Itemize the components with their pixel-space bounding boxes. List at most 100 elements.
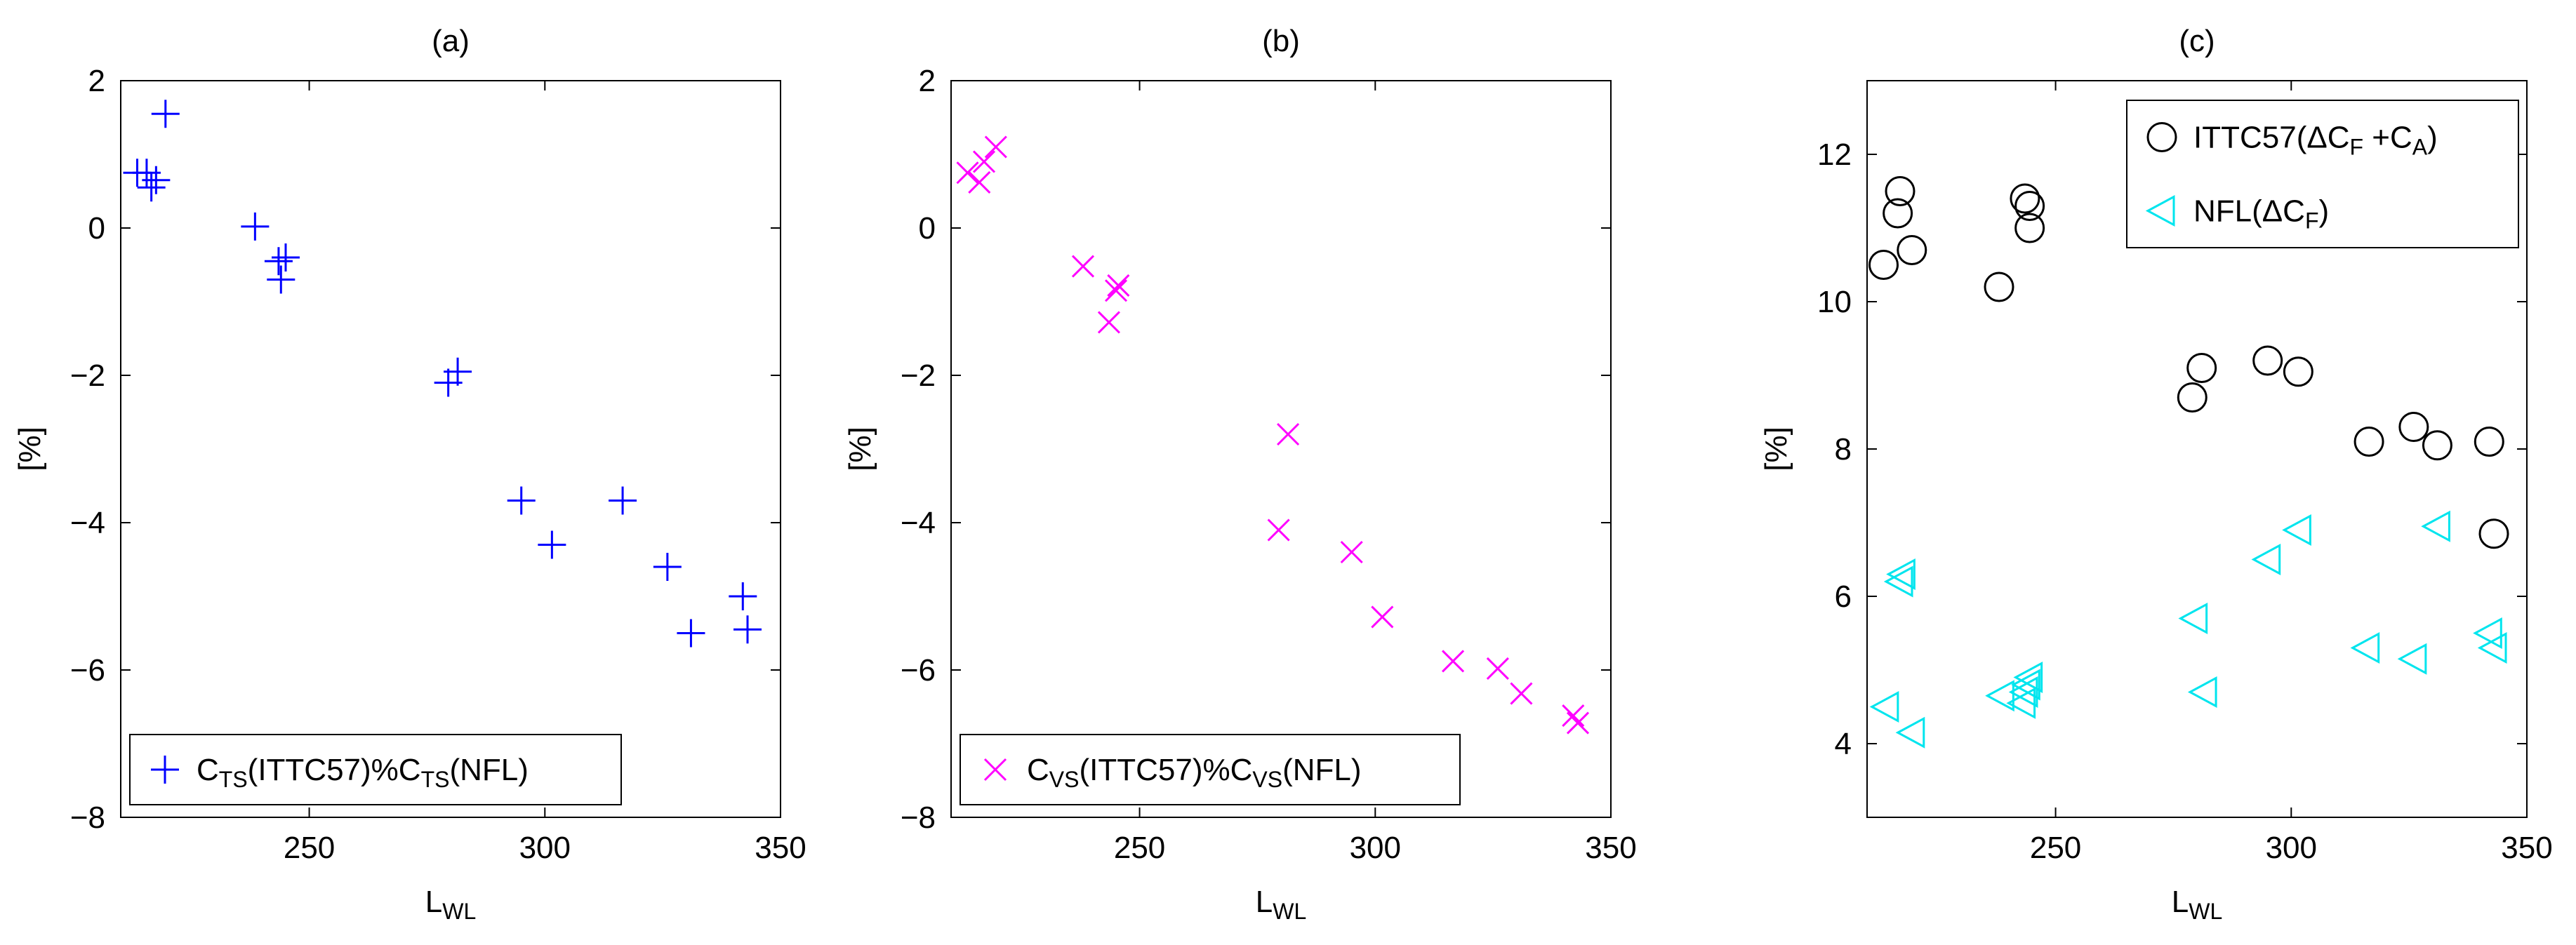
y-tick-label: −8 [901, 800, 936, 835]
data-point [142, 166, 171, 194]
y-tick-label: −2 [70, 358, 105, 393]
data-point [1985, 680, 2014, 712]
panel-2: (b)250 300 350−8−6−4−202LWL[%]CVS(ITTC57)%… [843, 24, 1637, 924]
data-point [1869, 690, 1899, 723]
legend-box [129, 734, 622, 805]
panel-title: (a) [432, 24, 470, 58]
data-point [2013, 661, 2043, 694]
y-tick-label: 6 [1835, 579, 1852, 614]
data-point [241, 212, 270, 241]
data-point [733, 615, 762, 644]
series-1 [123, 100, 762, 648]
y-axis-label: [%] [1759, 427, 1793, 471]
x-tick-label: 300 [519, 831, 571, 865]
x-tick-label: 250 [2030, 831, 2081, 865]
data-point [267, 265, 296, 294]
text-part: NFL(ΔC [2193, 194, 2305, 229]
y-tick-label: 2 [919, 64, 936, 98]
subscript: VS [1252, 767, 1282, 792]
subscript: TS [219, 767, 248, 792]
x-tick-label: 300 [1350, 831, 1401, 865]
x-tick-label: 350 [1585, 831, 1636, 865]
y-tick-label: −4 [901, 506, 936, 540]
subscript: WL [2189, 899, 2222, 924]
data-point [968, 170, 991, 194]
data-point [1897, 235, 1927, 265]
data-point [2477, 631, 2507, 664]
data-point [2353, 427, 2384, 457]
data-point [444, 357, 472, 386]
y-tick-label: 10 [1817, 285, 1852, 319]
data-point [1886, 558, 1916, 591]
y-tick-label: −6 [901, 653, 936, 688]
text-part: (NFL) [449, 753, 528, 787]
subscript: WL [442, 899, 476, 924]
data-point [2350, 631, 2380, 664]
x-tick-label: 350 [2501, 831, 2552, 865]
legend-label: CVS(ITTC57)%CVS(NFL) [1027, 753, 1362, 792]
data-point [1566, 711, 1590, 735]
data-point [1883, 198, 1913, 229]
data-point [609, 486, 637, 515]
text-part: (ITTC57)%C [248, 753, 421, 787]
data-point [2014, 191, 2045, 221]
subscript: F [2350, 134, 2364, 159]
data-point [2178, 602, 2208, 635]
text-part: ) [2427, 121, 2438, 155]
data-point [2008, 676, 2038, 709]
y-tick-label: 0 [919, 211, 936, 246]
data-point [2478, 518, 2509, 549]
text-part: C [197, 753, 219, 787]
text-part: L [2172, 885, 2189, 919]
text-part: (NFL) [1282, 753, 1361, 787]
text-part: L [425, 885, 442, 919]
y-tick-label: −8 [70, 800, 105, 835]
legend-marker [2146, 122, 2177, 152]
data-point [1486, 657, 1509, 680]
data-point [2006, 687, 2036, 719]
panel-title: (b) [1262, 24, 1300, 58]
data-point [1442, 650, 1465, 673]
x-tick-label: 250 [284, 831, 335, 865]
data-point [2014, 213, 2045, 243]
legend-label: ITTC57(ΔCF +CA) [2193, 121, 2438, 160]
data-point [264, 247, 293, 276]
axes-box [950, 80, 1612, 818]
legend: CVS(ITTC57)%CVS(NFL) [960, 734, 1461, 805]
data-point [507, 486, 536, 515]
subscript: A [2412, 134, 2428, 159]
data-point [2010, 183, 2040, 214]
y-tick-label: 4 [1835, 727, 1852, 761]
data-point [677, 619, 705, 648]
series-1 [956, 135, 1590, 735]
y-tick-label: −2 [901, 358, 936, 393]
data-point [1104, 279, 1128, 302]
legend-label: CTS(ITTC57)%CTS(NFL) [197, 753, 529, 792]
legend-box [960, 734, 1461, 805]
data-point [972, 150, 996, 173]
legend: CTS(ITTC57)%CTS(NFL) [129, 734, 622, 805]
legend-box [2126, 100, 2519, 248]
data-point [1277, 422, 1300, 446]
data-point [1562, 704, 1585, 728]
data-point [2421, 510, 2450, 542]
data-point [1984, 272, 2014, 302]
panel-1: (a)250 300 350−8−6−4−202LWL[%]CTS(ITTC57)%… [13, 24, 806, 924]
series-1 [1868, 176, 2509, 549]
data-point [1267, 518, 1290, 542]
y-tick-label: 8 [1835, 432, 1852, 467]
subscript: WL [1273, 899, 1306, 924]
legend-marker [151, 756, 179, 784]
x-axis-label: LWL [425, 885, 476, 924]
subscript: VS [1049, 767, 1080, 792]
text-part: ) [2319, 194, 2330, 229]
data-point [1883, 565, 1913, 598]
legend-marker [983, 758, 1007, 782]
data-point [956, 161, 979, 185]
text-part: (ITTC57)%C [1079, 753, 1252, 787]
data-point [2473, 617, 2502, 650]
data-point [151, 100, 180, 128]
